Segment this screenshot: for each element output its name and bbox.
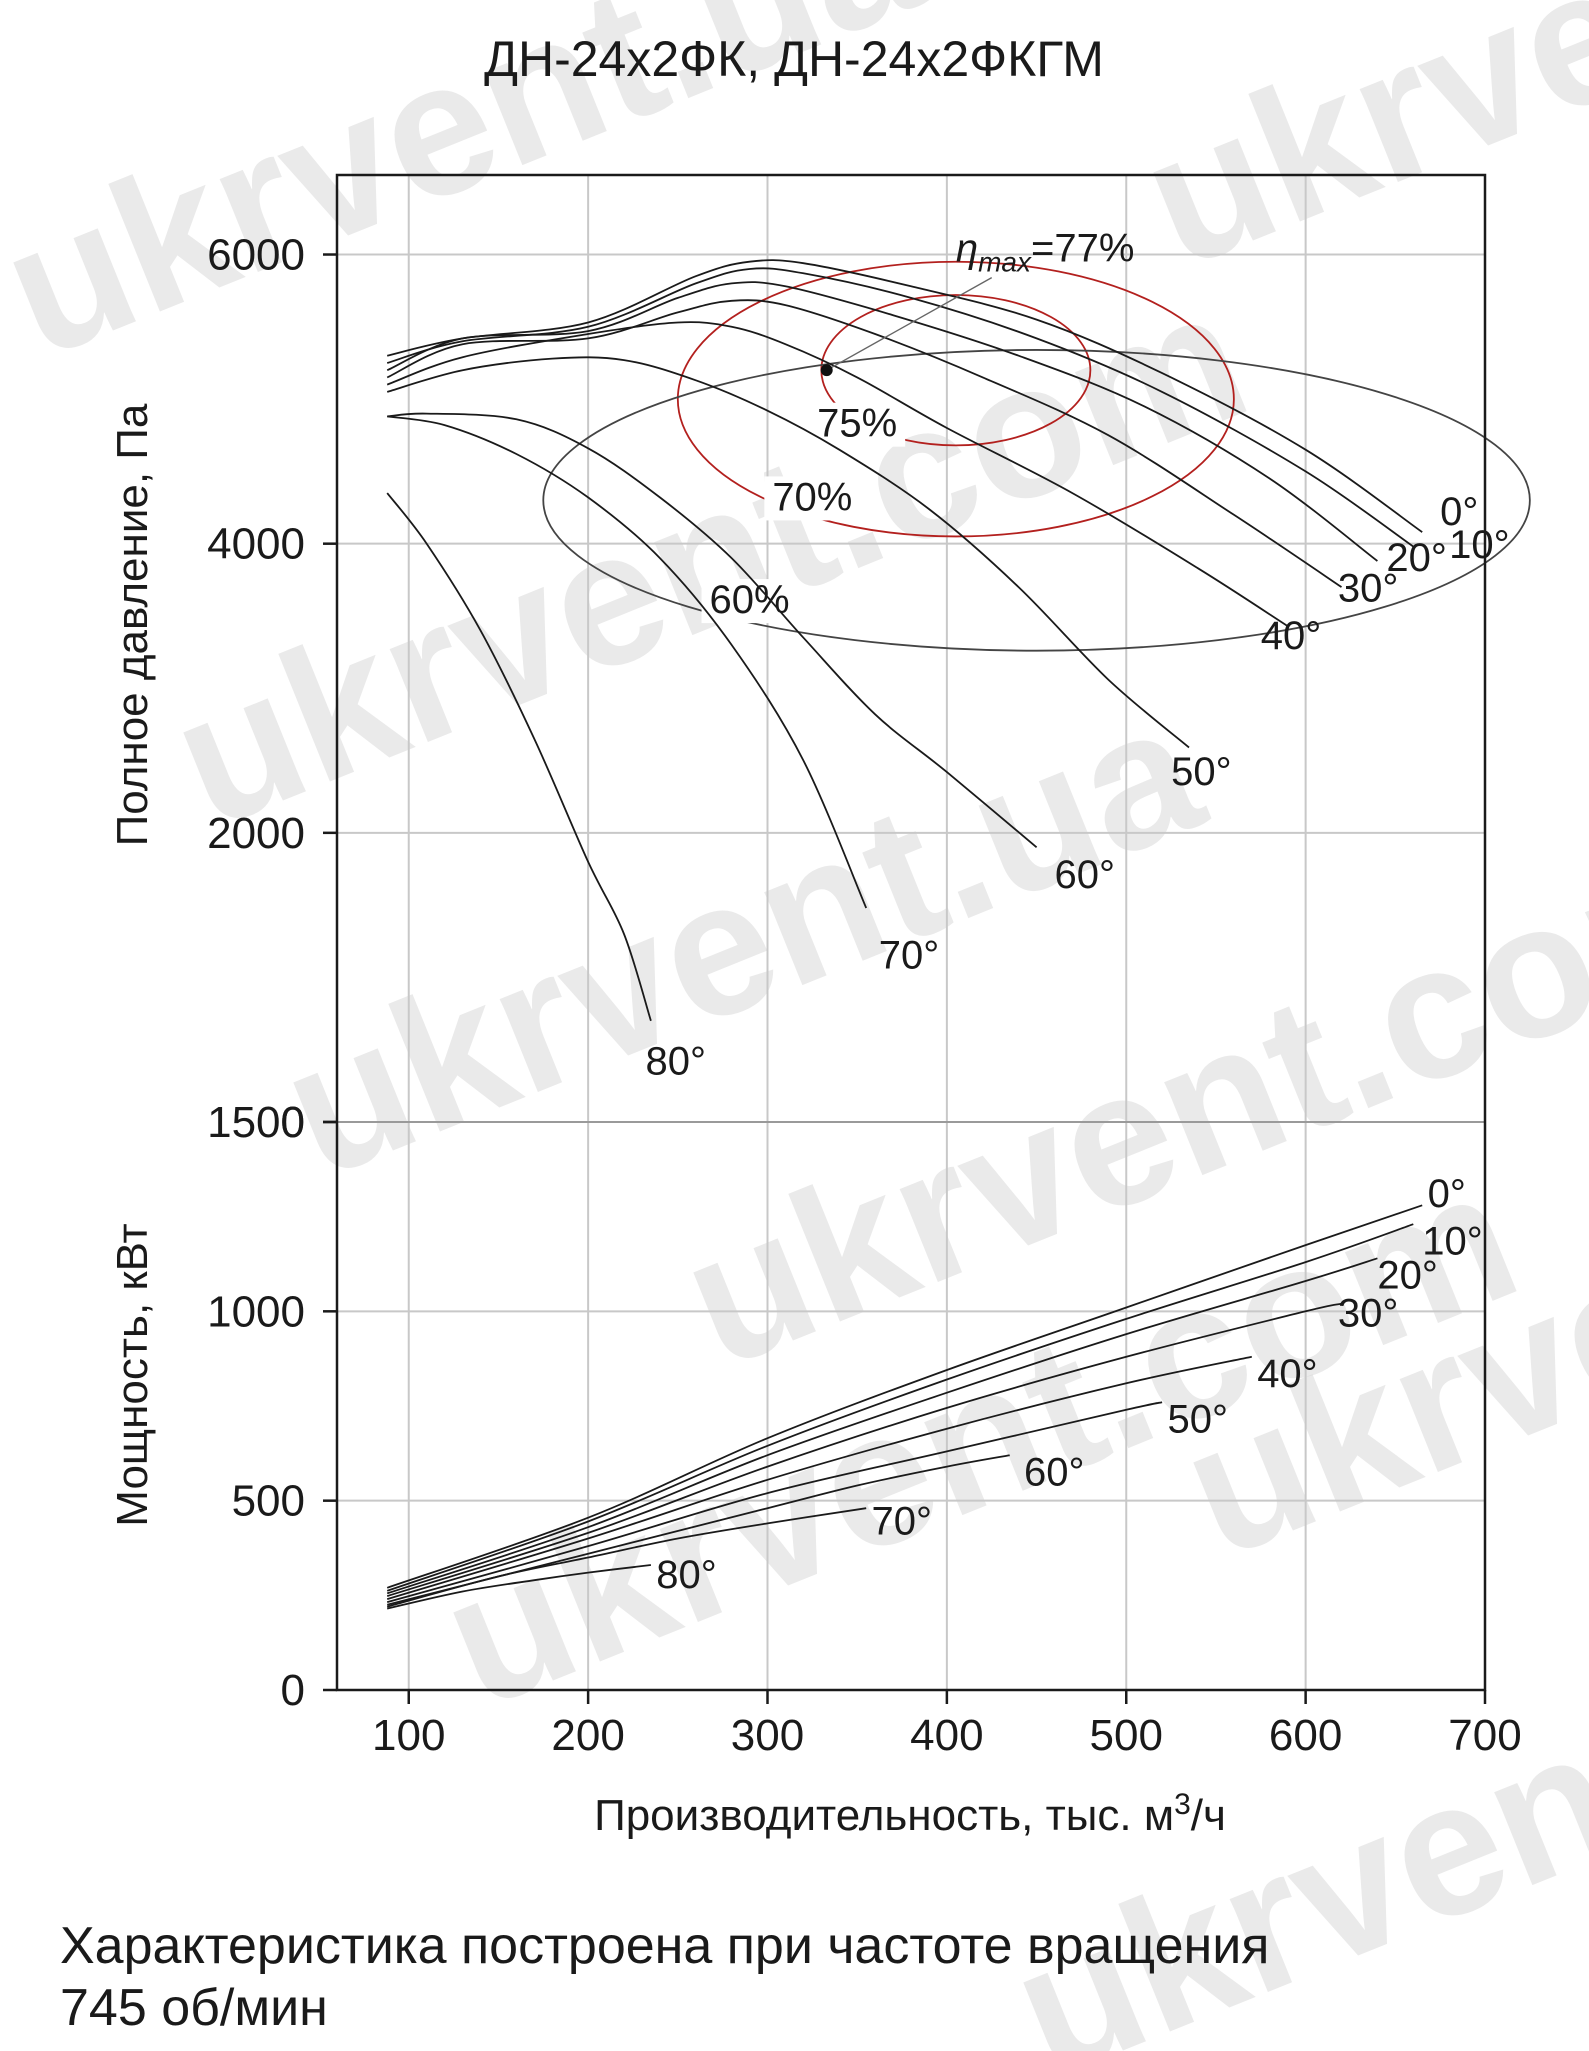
pressure-curve	[386, 321, 1289, 627]
power-curve	[386, 1302, 1342, 1597]
x-axis-label: Производительность, тыс. м3/ч	[594, 1788, 1226, 1840]
efficiency-label: 75%	[817, 402, 897, 446]
power-axis-label: Мощность, кВт	[108, 1223, 157, 1526]
power-curve-label: 20°	[1377, 1254, 1438, 1298]
power-curve-label: 10°	[1422, 1220, 1483, 1264]
pressure-axis-label: Полное давление, Па	[108, 403, 157, 846]
x-tick-label: 200	[551, 1711, 624, 1760]
efficiency-label: 60%	[710, 578, 790, 622]
power-curve	[386, 1223, 1414, 1592]
efficiency-label-bg	[701, 579, 798, 624]
power-curve-label: 40°	[1257, 1352, 1318, 1396]
annotation-leader	[826, 277, 993, 371]
pressure-curves: 0°10°20°30° 40° 50° 60° 70° 80°	[386, 259, 1510, 1083]
power-curves: 0°10°20°30° 40° 50° 60° 70° 80°	[386, 1172, 1483, 1610]
y-tick-label: 0	[281, 1666, 305, 1715]
chart-caption: Характеристика построена при частоте вра…	[60, 1915, 1560, 2039]
eta-max-label: ηmax=77%	[956, 227, 1135, 278]
pressure-curve-label: 20°	[1386, 536, 1447, 580]
pressure-curve	[387, 415, 868, 909]
y-tick-label: 2000	[207, 809, 305, 858]
efficiency-contours: 75% 70% 60%	[542, 260, 1531, 652]
x-axis-ticks: 100 200 300 400 500 600 700	[372, 1690, 1522, 1760]
x-tick-label: 500	[1090, 1711, 1163, 1760]
y-tick-label: 4000	[207, 520, 305, 569]
caption-line-1: Характеристика построена при частоте вра…	[60, 1917, 1270, 1975]
y-tick-label: 500	[232, 1477, 305, 1526]
power-curve-label: 60°	[1024, 1451, 1085, 1495]
pressure-curve-label: 70°	[879, 934, 940, 978]
pressure-curve	[386, 281, 1378, 562]
x-tick-label: 300	[731, 1711, 804, 1760]
pressure-curve-label: 80°	[646, 1039, 707, 1083]
watermark-text: ukrvent.ua	[1116, 0, 1589, 308]
power-curve	[386, 1204, 1423, 1589]
eta-max-annotation: ηmax=77%	[820, 227, 1135, 377]
pressure-curve	[386, 356, 1190, 749]
pressure-curve	[386, 492, 652, 1022]
pressure-curve-label: 0°	[1440, 490, 1478, 534]
power-curve	[386, 1507, 867, 1608]
x-tick-label: 100	[372, 1711, 445, 1760]
power-curve	[386, 1355, 1252, 1600]
pressure-curve	[386, 259, 1423, 533]
y-tick-label: 0	[281, 1098, 305, 1147]
power-curve-label: 80°	[656, 1553, 717, 1597]
pressure-curve	[386, 267, 1414, 548]
power-curve-label: 50°	[1168, 1398, 1229, 1442]
power-curve-label: 30°	[1338, 1291, 1399, 1335]
x-tick-label: 600	[1269, 1711, 1342, 1760]
power-curve-label: 0°	[1428, 1172, 1466, 1216]
caption-line-2: 745 об/мин	[60, 1979, 328, 2037]
plot-frame	[335, 173, 1487, 1692]
efficiency-contour	[676, 260, 1235, 538]
efficiency-label: 70%	[772, 475, 852, 519]
max-efficiency-point	[820, 364, 833, 377]
power-curve	[386, 1257, 1378, 1595]
pressure-y-ticks: 0 2000 4000 6000	[207, 231, 337, 1147]
power-y-ticks: 0 500 1000 1500	[207, 1098, 337, 1715]
power-curve-label: 70°	[872, 1500, 933, 1544]
y-tick-label: 1500	[207, 1098, 305, 1147]
power-curve	[386, 1401, 1163, 1603]
power-curve	[386, 1564, 652, 1610]
efficiency-label-bg	[764, 476, 861, 521]
pressure-curve-label: 10°	[1449, 523, 1510, 567]
x-tick-label: 700	[1448, 1711, 1521, 1760]
x-tick-label: 400	[910, 1711, 983, 1760]
pressure-curve-label: 30°	[1338, 567, 1399, 611]
pressure-curve-label: 60°	[1055, 853, 1116, 897]
pressure-curve	[387, 412, 1038, 848]
efficiency-contour	[542, 349, 1531, 652]
y-tick-label: 6000	[207, 231, 305, 280]
y-tick-label: 1000	[207, 1287, 305, 1336]
efficiency-label-bg	[809, 402, 906, 447]
chart-title: ДН-24х2ФК, ДН-24х2ФКГМ	[484, 31, 1104, 87]
pressure-curve-label: 50°	[1171, 750, 1232, 794]
pressure-curve-label: 40°	[1261, 614, 1322, 658]
